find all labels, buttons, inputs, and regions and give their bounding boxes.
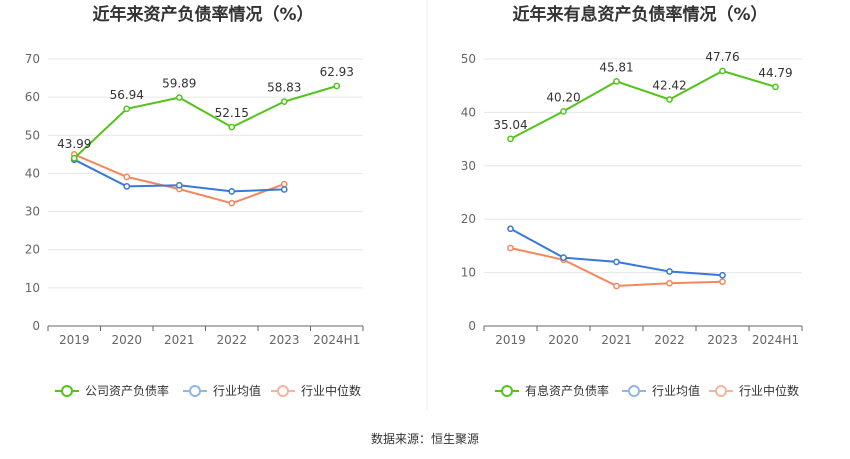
data-label: 35.04 — [493, 118, 527, 132]
data-label: 42.42 — [652, 78, 686, 92]
chart-title: 近年来有息资产负债率情况（%） — [512, 4, 767, 25]
y-tick-label: 0 — [32, 319, 40, 333]
y-tick-label: 40 — [461, 105, 476, 119]
x-tick-label: 2021 — [164, 333, 195, 347]
data-point-company[interactable] — [772, 83, 779, 91]
data-label: 56.94 — [110, 88, 144, 102]
x-tick-label: 2019 — [495, 333, 526, 347]
data-label: 47.76 — [705, 50, 739, 64]
legend-label: 公司资产负债率 — [85, 383, 169, 398]
x-tick-label: 2022 — [216, 333, 247, 347]
chart-panel-interest-debt-ratio: 近年来有息资产负债率情况（%） 0 10 20 30 40 50 2019 2020 2021 20… — [461, 4, 803, 398]
legend-label: 行业中位数 — [739, 383, 799, 398]
data-label: 45.81 — [599, 60, 633, 74]
y-tick-label: 30 — [25, 205, 40, 219]
y-tick-label: 10 — [461, 266, 476, 280]
data-point-company[interactable] — [560, 107, 567, 115]
data-point-avg[interactable] — [719, 271, 726, 279]
series-line-median — [73, 153, 285, 205]
legend-marker — [61, 385, 73, 397]
data-point-company[interactable] — [123, 105, 131, 113]
data-label: 43.99 — [57, 137, 91, 151]
data-point-avg[interactable] — [228, 188, 236, 195]
data-point-median[interactable] — [719, 278, 726, 286]
data-point-median[interactable] — [507, 244, 514, 252]
y-tick-label: 0 — [468, 319, 476, 333]
y-tick-label: 70 — [25, 52, 40, 66]
y-tick-label: 30 — [461, 159, 476, 173]
legend-item-avg[interactable]: 行业均值 — [183, 383, 261, 398]
data-point-avg[interactable] — [613, 258, 620, 266]
data-label: 40.20 — [546, 90, 580, 104]
legend-item-company[interactable]: 公司资产负债率 — [55, 383, 169, 398]
series-line-median — [510, 247, 723, 287]
data-point-company[interactable] — [70, 154, 78, 162]
data-point-company[interactable] — [507, 135, 514, 143]
legend-marker — [189, 385, 201, 397]
y-tick-label: 60 — [25, 90, 40, 104]
data-point-company[interactable] — [333, 82, 341, 90]
data-label: 59.89 — [162, 77, 196, 91]
legend-item-median[interactable]: 行业中位数 — [271, 383, 361, 398]
data-point-median[interactable] — [666, 279, 673, 287]
data-point-company[interactable] — [175, 94, 183, 101]
legend-item-company[interactable]: 有息资产负债率 — [495, 383, 609, 398]
y-tick-label: 20 — [461, 212, 476, 226]
data-point-company[interactable] — [666, 96, 673, 103]
y-tick-label: 20 — [25, 243, 40, 257]
x-tick-label: 2024H1 — [752, 333, 799, 347]
data-point-avg[interactable] — [280, 186, 288, 193]
y-tick-label: 50 — [25, 128, 40, 142]
x-tick-label: 2019 — [59, 333, 90, 347]
data-source-note: 数据来源：恒生聚源 — [371, 431, 479, 446]
series-line-company — [510, 69, 776, 140]
data-point-median[interactable] — [280, 180, 288, 188]
legend-marker — [628, 385, 640, 397]
legend-marker — [277, 385, 289, 397]
y-tick-label: 10 — [25, 281, 40, 295]
data-point-median[interactable] — [613, 282, 620, 290]
y-tick-label: 50 — [461, 52, 476, 66]
chart-title: 近年来资产负债率情况（%） — [92, 4, 313, 25]
legend-label: 有息资产负债率 — [525, 383, 609, 398]
x-tick-label: 2022 — [654, 333, 685, 347]
data-point-company[interactable] — [613, 78, 620, 85]
data-label: 52.15 — [215, 106, 249, 120]
data-label: 62.93 — [320, 65, 354, 79]
data-point-company[interactable] — [719, 67, 726, 75]
legend-item-avg[interactable]: 行业均值 — [622, 383, 700, 398]
data-point-median[interactable] — [228, 199, 236, 207]
x-tick-label: 2023 — [707, 333, 738, 347]
series-line-company — [73, 85, 338, 159]
x-tick-label: 2020 — [111, 333, 142, 347]
legend-marker — [501, 385, 513, 397]
x-tick-label: 2023 — [269, 333, 300, 347]
x-tick-label: 2020 — [548, 333, 579, 347]
data-point-avg[interactable] — [666, 268, 673, 275]
data-point-median[interactable] — [123, 173, 131, 181]
legend-marker — [715, 385, 727, 397]
legend-label: 行业均值 — [652, 383, 700, 398]
data-point-avg[interactable] — [123, 183, 131, 190]
legend-label: 行业均值 — [213, 383, 261, 398]
series-line-avg — [510, 227, 723, 277]
chart-panel-debt-ratio: 近年来资产负债率情况（%） 0 10 20 30 40 50 60 70 2019 2020 2021… — [25, 4, 364, 398]
data-point-avg[interactable] — [507, 225, 514, 233]
legend-item-median[interactable]: 行业中位数 — [709, 383, 799, 398]
data-point-avg[interactable] — [175, 181, 183, 189]
data-point-avg[interactable] — [560, 254, 567, 261]
legend-label: 行业中位数 — [301, 383, 361, 398]
data-label: 44.79 — [758, 66, 792, 80]
data-point-company[interactable] — [280, 98, 288, 105]
x-tick-label: 2021 — [601, 333, 632, 347]
data-point-company[interactable] — [228, 123, 236, 131]
x-tick-label: 2024H1 — [313, 333, 360, 347]
data-label: 58.83 — [267, 81, 301, 95]
y-tick-label: 40 — [25, 166, 40, 180]
